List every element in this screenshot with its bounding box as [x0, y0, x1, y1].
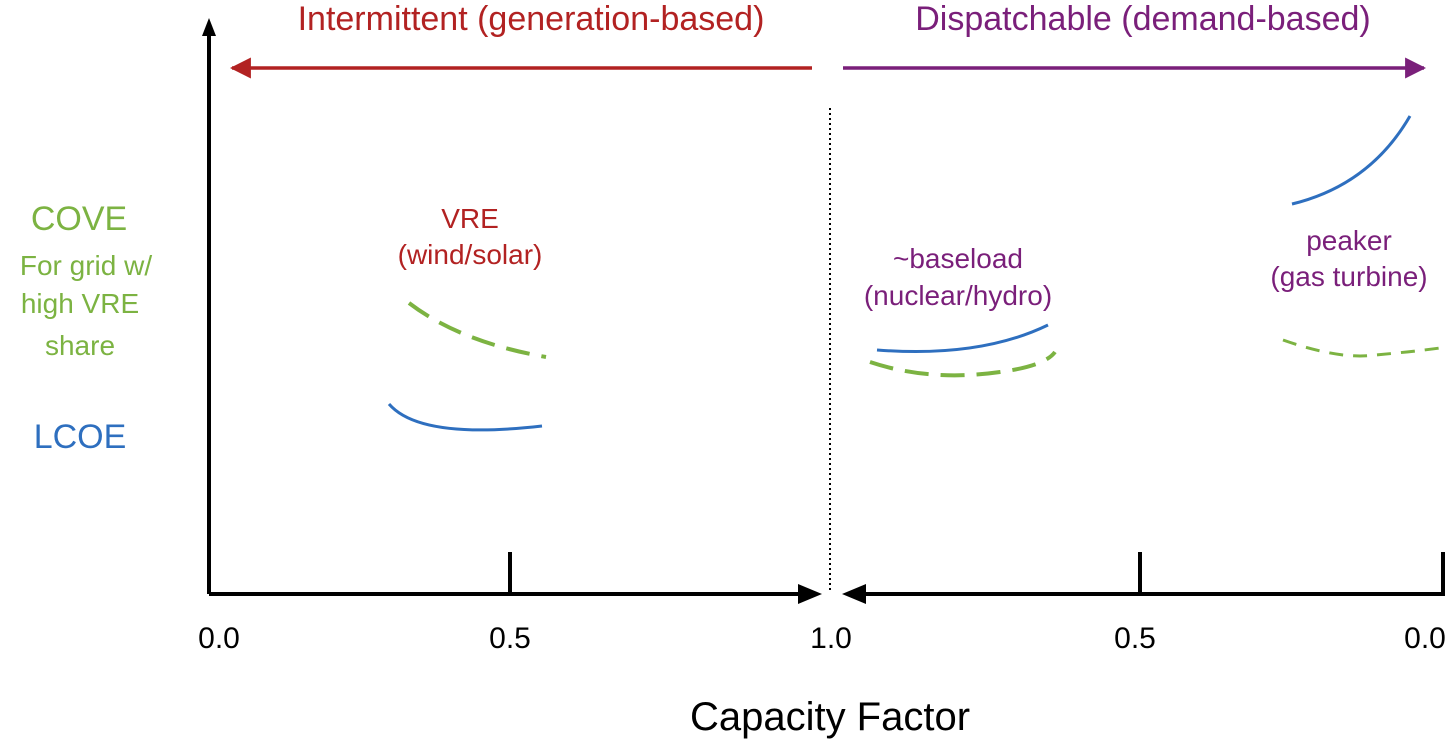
baseload-cove-curve	[869, 350, 1057, 378]
y-axis-arrowhead	[202, 18, 216, 36]
peaker-lcoe-curve	[1291, 115, 1412, 206]
peaker-group-label: peaker	[1306, 225, 1392, 256]
x-axis-left-arrowhead	[798, 584, 822, 604]
tick-label: 1.0	[810, 622, 852, 655]
x-axis-right-arrowhead	[842, 584, 866, 604]
vre-group-label: VRE	[441, 203, 499, 234]
tick-label: 0.0	[198, 622, 240, 655]
tick-label: 0.5	[1114, 622, 1156, 655]
vre-group-label: (wind/solar)	[398, 239, 543, 270]
dispatchable-label: Dispatchable (demand-based)	[915, 0, 1370, 38]
cove-legend-desc-line: share	[45, 330, 115, 361]
baseload-lcoe-curve	[876, 323, 1049, 354]
cove-legend-desc-line: high VRE	[21, 288, 139, 319]
vre-cove-curve	[407, 301, 547, 359]
baseload-group-label: (nuclear/hydro)	[864, 280, 1052, 311]
baseload-group-label: ~baseload	[893, 243, 1023, 274]
cove-legend-label: COVE	[31, 200, 127, 238]
intermittent-label: Intermittent (generation-based)	[298, 0, 765, 38]
x-axis-label: Capacity Factor	[690, 695, 970, 739]
cove-legend-desc-line: For grid w/	[20, 250, 152, 281]
tick-label: 0.5	[489, 622, 531, 655]
vre-lcoe-curve	[387, 403, 543, 432]
peaker-group-label: (gas turbine)	[1270, 261, 1427, 292]
peaker-cove-curve	[1282, 338, 1441, 358]
tick-label: 0.0	[1404, 622, 1446, 655]
lcoe-legend-label: LCOE	[34, 418, 127, 456]
